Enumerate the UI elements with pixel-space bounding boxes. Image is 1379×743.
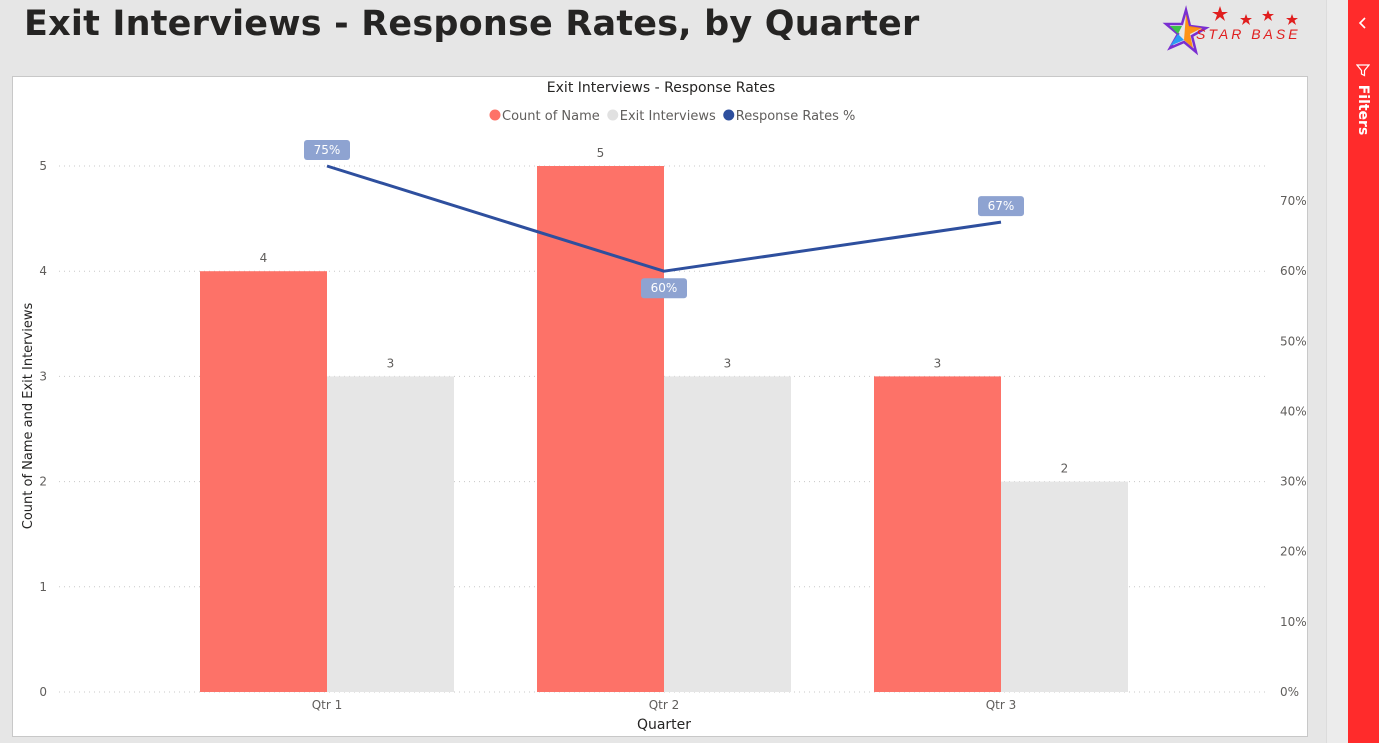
logo-red-star-icon — [1212, 6, 1228, 21]
page-scroll-strip — [1326, 0, 1349, 743]
y2-tick-label: 0% — [1280, 685, 1299, 699]
y-tick-label: 5 — [39, 159, 47, 173]
y2-tick-label: 70% — [1280, 194, 1307, 208]
funnel-icon — [1356, 64, 1370, 77]
y-tick-label: 0 — [39, 685, 47, 699]
chart-line: 75% 60% 67% — [304, 140, 1024, 299]
logo-text: STAR BASE — [1196, 26, 1301, 42]
bar-data-label: 5 — [597, 146, 605, 160]
chart-title: Exit Interviews - Response Rates — [547, 80, 775, 96]
filters-pane[interactable]: Filters — [1348, 0, 1379, 743]
y2-tick-label: 60% — [1280, 264, 1307, 278]
bar-count-of-name[interactable] — [874, 376, 1001, 692]
chart-legend: Count of Name Exit Interviews Response Rat… — [489, 109, 856, 124]
logo-star-icon — [1162, 5, 1210, 56]
bar-data-label: 3 — [387, 356, 395, 370]
star-base-logo: STAR BASE — [1162, 5, 1301, 56]
line-data-label-bg — [304, 140, 350, 160]
line-response-rates[interactable] — [326, 164, 1002, 273]
x-axis-title: Quarter — [637, 717, 691, 733]
bar-exit-interviews[interactable] — [327, 376, 454, 692]
x-axis: Qtr 1 Qtr 2 Qtr 3 — [312, 698, 1017, 712]
x-tick-label: Qtr 2 — [649, 698, 680, 712]
bar-data-label: 3 — [724, 356, 732, 370]
combo-chart: Exit Interviews - Response Rates Count o… — [21, 80, 1307, 733]
y-tick-label: 2 — [39, 475, 47, 489]
y2-tick-label: 40% — [1280, 404, 1307, 418]
line-data-label: 67% — [988, 199, 1015, 213]
line-data-label: 75% — [314, 143, 341, 157]
y2-tick-label: 50% — [1280, 334, 1307, 348]
x-tick-label: Qtr 1 — [312, 698, 343, 712]
bar-exit-interviews[interactable] — [1001, 481, 1128, 692]
y2-tick-label: 30% — [1280, 475, 1307, 489]
bar-data-label: 2 — [1061, 462, 1069, 476]
y-axis-left: 0 1 2 3 4 5 — [39, 159, 47, 699]
chart-visual[interactable]: Exit Interviews - Response Rates Count o… — [12, 76, 1308, 737]
chart-bars: 4 3 5 3 3 2 — [200, 146, 1128, 692]
y-tick-label: 1 — [39, 580, 47, 594]
legend-entry[interactable]: Response Rates % — [736, 109, 856, 124]
bar-data-label: 4 — [260, 251, 268, 265]
bar-count-of-name[interactable] — [537, 166, 664, 692]
y-axis-title: Count of Name and Exit Interviews — [21, 303, 36, 530]
legend-marker — [489, 109, 501, 121]
bar-count-of-name[interactable] — [200, 271, 327, 692]
line-data-label: 60% — [651, 281, 678, 295]
y2-tick-label: 10% — [1280, 615, 1307, 629]
legend-marker — [607, 109, 619, 121]
x-tick-label: Qtr 3 — [986, 698, 1017, 712]
legend-entry[interactable]: Count of Name — [502, 109, 600, 124]
legend-entry[interactable]: Exit Interviews — [620, 109, 716, 124]
y2-tick-label: 20% — [1280, 545, 1307, 559]
y-tick-label: 3 — [39, 369, 47, 383]
page-title: Exit Interviews - Response Rates, by Qua… — [24, 4, 920, 44]
y-tick-label: 4 — [39, 264, 47, 278]
chevron-left-icon[interactable] — [1356, 16, 1370, 30]
bar-data-label: 3 — [934, 356, 942, 370]
y-axis-right: 0% 10% 20% 30% 40% 50% 60% 70% — [1280, 194, 1307, 699]
line-data-label-bg — [641, 278, 687, 299]
line-data-label-bg — [978, 196, 1024, 217]
legend-marker — [723, 109, 735, 121]
bar-exit-interviews[interactable] — [664, 376, 791, 692]
filters-label[interactable]: Filters — [1355, 84, 1371, 136]
